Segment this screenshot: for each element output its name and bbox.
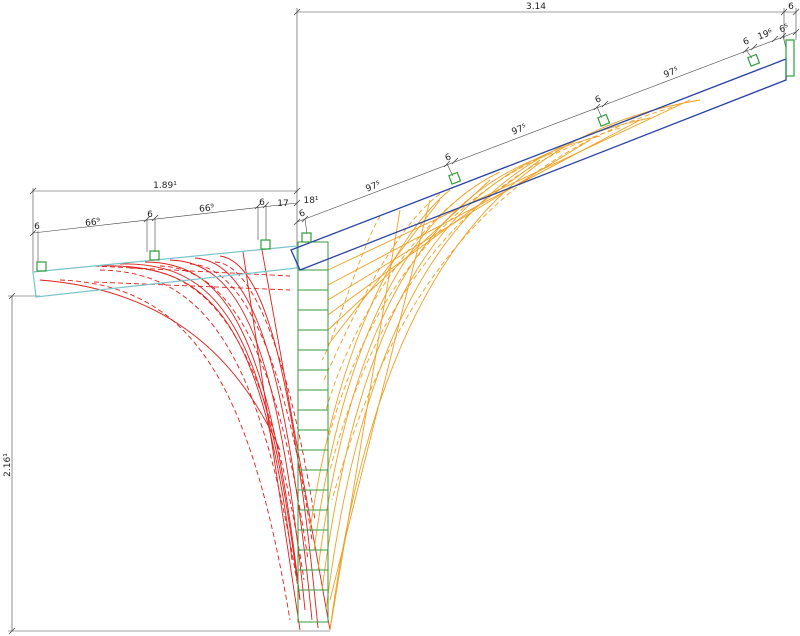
dim-right-97c: 97⁵ bbox=[364, 180, 382, 195]
dim-overall-width: 3.14 bbox=[526, 2, 546, 12]
block-right-2 bbox=[597, 113, 611, 127]
central-column bbox=[297, 241, 329, 623]
dim-left-6b: 6 bbox=[147, 210, 153, 220]
right-beam bbox=[290, 58, 787, 271]
block-left-3 bbox=[260, 239, 271, 250]
dimension-labels: 3.14 6 6 19⁶ 6⁵ 97⁵ 6 97⁵ 6 97⁵ 6 1.89¹ … bbox=[3, 2, 794, 477]
support-blocks bbox=[36, 39, 795, 272]
left-struts bbox=[39, 249, 331, 631]
dim-right-97b: 97⁵ bbox=[510, 123, 528, 138]
dim-left-width: 1.89¹ bbox=[153, 181, 177, 191]
dim-left-66a: 66⁹ bbox=[85, 217, 102, 229]
left-beam bbox=[32, 245, 298, 298]
block-right-1 bbox=[448, 171, 462, 185]
dimension-lines bbox=[8, 8, 800, 635]
dim-right-19: 19⁶ bbox=[756, 28, 774, 43]
dim-right-6c: 6 bbox=[594, 94, 603, 105]
dim-right-6a: 6 bbox=[742, 36, 751, 47]
block-left-1 bbox=[36, 261, 47, 272]
dim-right-97a: 97⁵ bbox=[662, 66, 680, 81]
dim-right-6e: 6 bbox=[298, 208, 307, 219]
block-center bbox=[301, 232, 312, 243]
dim-left-18: 18¹ bbox=[303, 196, 318, 206]
block-right-end bbox=[785, 39, 795, 77]
dim-left-6c: 6 bbox=[259, 198, 265, 208]
dim-left-6a: 6 bbox=[34, 222, 40, 232]
dim-left-17: 17 bbox=[277, 199, 288, 209]
right-struts bbox=[309, 99, 701, 631]
dim-left-66b: 66⁹ bbox=[199, 203, 216, 215]
block-left-2 bbox=[149, 250, 160, 261]
dim-height: 2.16¹ bbox=[3, 453, 13, 477]
dim-right-6b: 6⁵ bbox=[778, 23, 791, 36]
block-right-3 bbox=[747, 53, 761, 67]
dim-top-end: 6 bbox=[788, 2, 794, 12]
dim-right-6d: 6 bbox=[444, 152, 453, 163]
